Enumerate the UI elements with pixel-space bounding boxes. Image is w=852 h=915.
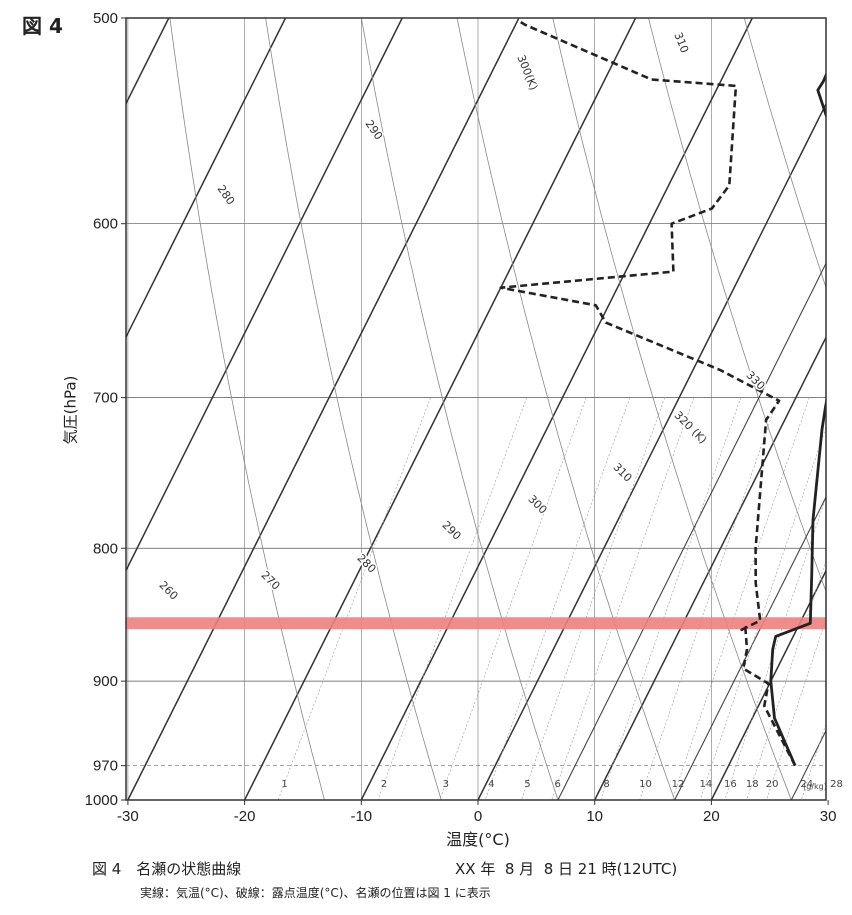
figure-label: 図 4 bbox=[22, 14, 63, 38]
curve-value-label: 280 bbox=[215, 183, 238, 208]
mixing-ratio-line bbox=[551, 397, 695, 800]
y-tick-label: 800 bbox=[93, 540, 118, 557]
mixing-ratio-line bbox=[600, 397, 741, 800]
isotherm-line bbox=[243, 18, 637, 800]
x-tick-label: 10 bbox=[586, 808, 603, 825]
isotherm-line bbox=[126, 18, 170, 106]
curve-value-label: 260 bbox=[156, 579, 180, 603]
isotherm-line bbox=[126, 18, 403, 573]
dry-adiabat-line bbox=[456, 18, 675, 800]
mixing-ratio-line bbox=[766, 618, 826, 800]
dry-adiabat-line bbox=[840, 18, 852, 800]
mixing-ratio-line bbox=[831, 398, 852, 800]
caption-note: 実線：気温(°C)、破線：露点温度(°C)、名瀬の位置は図 1 に表示 bbox=[140, 886, 491, 900]
x-tick-label: 0 bbox=[474, 808, 482, 825]
isotherm-line bbox=[710, 569, 826, 800]
mixing-ratio-line bbox=[521, 397, 665, 800]
y-tick-label: 1000 bbox=[85, 792, 118, 809]
x-tick-label: 20 bbox=[703, 808, 720, 825]
series-layer bbox=[499, 19, 826, 767]
grid-layer bbox=[0, 18, 852, 800]
caption-date: XX 年 8 月 8 日 21 時(12UTC) bbox=[455, 860, 678, 878]
y-tick-label: 970 bbox=[93, 758, 118, 775]
mixing-ratio-label: 6 bbox=[554, 779, 560, 790]
mixing-ratio-label: 3 bbox=[443, 779, 449, 790]
mixing-ratio-label: 16 bbox=[724, 779, 737, 790]
mixing-ratio-label: 14 bbox=[700, 779, 713, 790]
highlight-band bbox=[126, 617, 826, 630]
mixing-ratio-line bbox=[639, 397, 779, 800]
x-tick-label: 30 bbox=[820, 808, 837, 825]
mixing-ratio-label: 20 bbox=[766, 779, 779, 790]
isotherm-line bbox=[127, 18, 520, 800]
curve-value-label: 300 bbox=[525, 493, 549, 517]
y-tick-label: 600 bbox=[93, 216, 118, 233]
mixing-ratio-label: 18 bbox=[746, 779, 759, 790]
moist-adiabat-line bbox=[790, 729, 826, 800]
x-tick-label: -20 bbox=[234, 808, 256, 825]
y-tick-label: 700 bbox=[93, 390, 118, 407]
y-tick-label: 500 bbox=[93, 10, 118, 27]
mixing-ratio-label: 2 bbox=[381, 779, 387, 790]
y-tick-label: 900 bbox=[93, 673, 118, 690]
x-tick-label: -30 bbox=[117, 808, 139, 825]
mixing-ratio-unit-label: (g/kg) bbox=[803, 782, 827, 791]
x-axis-label: 温度(°C) bbox=[446, 830, 510, 849]
dry-adiabat-line bbox=[552, 18, 792, 800]
mixing-ratio-label: 4 bbox=[488, 779, 494, 790]
mixing-ratio-line bbox=[746, 559, 826, 800]
curve-value-label: 320 (K) bbox=[672, 409, 710, 447]
temperature-curve bbox=[769, 71, 826, 767]
dry-adiabat-line bbox=[360, 18, 559, 800]
label-layer: 1 2 3 4 5 6 8 10 12 14 16 18 20 24 28(g/kg)260 27028029… bbox=[85, 10, 843, 825]
isotherm-line bbox=[828, 18, 852, 800]
mixing-ratio-label: 28 bbox=[830, 779, 843, 790]
mixing-ratio-line bbox=[484, 397, 631, 800]
mixing-ratio-label: 5 bbox=[524, 779, 530, 790]
curve-value-label: 270 bbox=[258, 569, 282, 593]
mixing-ratio-label: 24 bbox=[800, 779, 813, 790]
curve-value-label: 310 bbox=[671, 31, 691, 55]
isotherm-line bbox=[126, 18, 287, 339]
curve-value-label: 290 bbox=[363, 118, 386, 143]
dewpoint-curve bbox=[499, 19, 797, 767]
isotherm-line bbox=[477, 102, 826, 800]
isotherm-line bbox=[360, 18, 753, 800]
plot-frame bbox=[125, 17, 827, 801]
curve-value-label: 290 bbox=[439, 519, 463, 543]
moist-adiabat-line bbox=[674, 495, 826, 800]
mixing-ratio-line bbox=[377, 397, 527, 800]
isotherm-line bbox=[0, 18, 52, 800]
dry-adiabat-line bbox=[648, 18, 826, 593]
y-axis-label: 気圧(hPa) bbox=[61, 375, 80, 445]
mixing-ratio-line bbox=[439, 397, 587, 800]
mixing-ratio-label: 8 bbox=[603, 779, 609, 790]
highlight-band-layer bbox=[126, 617, 826, 630]
mixing-ratio-line bbox=[277, 397, 431, 800]
x-tick-label: -10 bbox=[350, 808, 372, 825]
caption-title: 図 4 名瀬の状態曲線 bbox=[92, 860, 242, 878]
mixing-ratio-label: 10 bbox=[639, 779, 652, 790]
isotherm-line bbox=[594, 335, 826, 800]
dry-adiabat-line bbox=[169, 18, 325, 800]
moist-adiabat-line bbox=[557, 262, 826, 800]
mixing-ratio-line bbox=[724, 496, 826, 800]
dry-adiabat-line bbox=[265, 18, 442, 800]
mixing-ratio-label: 12 bbox=[672, 779, 685, 790]
mixing-ratio-label: 1 bbox=[281, 779, 287, 790]
dry-adiabat-line bbox=[743, 18, 826, 289]
curve-value-label: 300(K) bbox=[514, 53, 540, 92]
curve-value-label: 310 bbox=[610, 461, 634, 485]
